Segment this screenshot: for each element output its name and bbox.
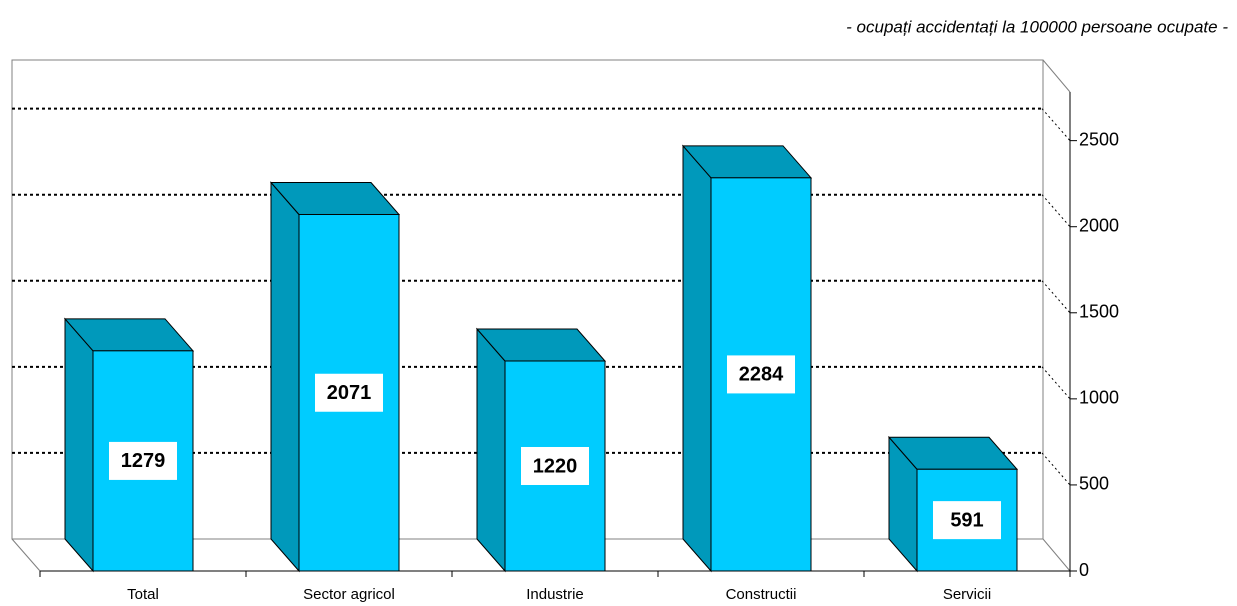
value-label: 2071 (327, 382, 372, 404)
value-label: 591 (950, 509, 983, 531)
y-tick-label: 1500 (1079, 302, 1119, 322)
bar-side (476, 327, 506, 573)
chart-subtitle: - ocupați accidentați la 100000 persoane… (846, 17, 1228, 36)
y-tick-label: 1000 (1079, 388, 1119, 408)
value-label-box (727, 355, 795, 394)
grid-diagonal (1041, 108, 1071, 141)
x-tick-label: Total (127, 586, 159, 603)
bar-group: 2284 (681, 144, 813, 573)
value-label: 1220 (533, 455, 578, 477)
grid-diagonal (1041, 452, 1071, 486)
floor-edge (11, 538, 41, 572)
bar-group: 1220 (475, 327, 607, 573)
wall-edge (1042, 59, 1071, 93)
y-tick-label: 500 (1079, 474, 1109, 494)
y-tick-label: 2500 (1079, 129, 1119, 149)
grid-diagonal (1041, 194, 1071, 228)
value-label-box (315, 373, 383, 412)
value-label: 1279 (121, 450, 166, 472)
value-label: 2284 (739, 364, 784, 386)
value-label-box (521, 446, 589, 485)
bar-group: 1279 (63, 317, 195, 573)
bar-group: 2071 (269, 181, 401, 573)
bar-group: 591 (887, 435, 1019, 573)
value-label-box (109, 441, 177, 480)
bar-side (64, 317, 94, 573)
x-tick-label: Sector agricol (303, 586, 395, 603)
bar-side (682, 144, 712, 573)
x-tick-label: Constructii (726, 586, 797, 603)
value-label-box (933, 501, 1001, 540)
y-tick-label: 0 (1079, 560, 1089, 580)
grid-diagonal (1041, 366, 1071, 400)
x-tick-label: Industrie (526, 586, 584, 603)
x-tick-label: Servicii (943, 586, 991, 603)
bar-side (270, 181, 300, 573)
y-tick-label: 2000 (1079, 215, 1119, 235)
floor-edge (1042, 538, 1071, 572)
grid-diagonal (1041, 280, 1071, 314)
